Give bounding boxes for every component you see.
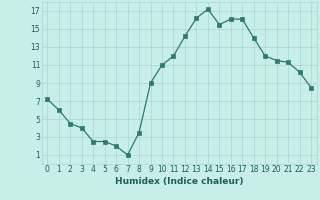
X-axis label: Humidex (Indice chaleur): Humidex (Indice chaleur) [115, 177, 244, 186]
